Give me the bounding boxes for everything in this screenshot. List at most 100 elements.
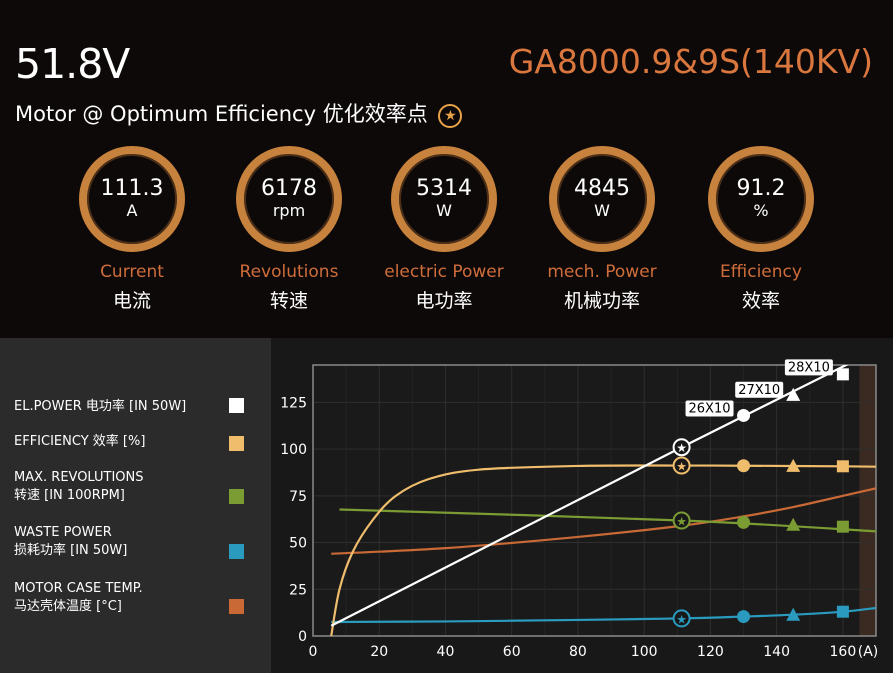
gauge-ring: 111.3 A: [79, 146, 185, 252]
gauge-ring: 5314 W: [391, 146, 497, 252]
star-icon: ★: [438, 104, 463, 128]
legend-item-el-power: EL.POWER 电功率 [IN 50W]: [14, 398, 186, 416]
legend-label: EL.POWER 电功率 [IN 50W]: [14, 399, 187, 414]
gauge-label-en: Revolutions: [239, 262, 339, 282]
subtitle-text: Motor @ Optimum Efficiency 优化效率点: [15, 102, 428, 126]
gauge-value: 111.3: [100, 176, 164, 201]
marker-triangle: [786, 517, 801, 531]
propeller-label-box: [735, 381, 784, 398]
legend-swatch: [229, 544, 244, 559]
propeller-label-box: [685, 400, 734, 417]
gauge-current: 111.3 A Current 电流: [52, 146, 212, 313]
marker-triangle: [786, 458, 801, 472]
gauge-ring: 6178 rpm: [236, 146, 342, 252]
marker-circle: [737, 610, 751, 624]
model-title: GA8000.9&9S(140KV): [508, 42, 873, 81]
legend-item-revolutions: MAX. REVOLUTIONS 转速 [IN 100RPM]: [14, 469, 144, 505]
x-tick-label: 60: [503, 644, 521, 660]
marker-square: [836, 368, 849, 381]
gauge-unit: rpm: [272, 201, 306, 220]
propeller-label-box: [784, 359, 833, 376]
marker-square: [836, 460, 849, 473]
plot-frame: [312, 364, 877, 637]
gauge-ring: 4845 W: [549, 146, 655, 252]
legend-label-2: 马达壳体温度 [°C]: [14, 599, 122, 614]
gauge-label-zh: 机械功率: [563, 290, 640, 312]
overload-band: [859, 365, 876, 636]
gauge-label-en: mech. Power: [547, 262, 657, 282]
x-tick-label: 120: [697, 644, 724, 660]
gauge-unit: W: [436, 201, 452, 220]
gauge-value: 6178: [261, 176, 317, 201]
legend-label-2: 转速 [IN 100RPM]: [14, 488, 125, 503]
legend-swatch: [229, 599, 244, 614]
x-axis-label: (A): [858, 644, 879, 660]
gauge-label-zh: 效率: [741, 290, 780, 312]
series-line: [339, 508, 876, 533]
marker-star-ring: [672, 438, 691, 457]
gauge-value: 4845: [574, 176, 630, 201]
header-panel: 51.8V GA8000.9&9S(140KV) Motor @ Optimum…: [15, 40, 873, 313]
marker-triangle: [786, 607, 801, 621]
y-tick-label: 125: [280, 395, 307, 411]
marker-star-icon: ★: [676, 460, 687, 474]
y-tick-label: 75: [289, 489, 307, 505]
gauge-value: 91.2: [736, 176, 786, 201]
propeller-label: 26X10: [689, 401, 731, 416]
y-tick-label: 25: [289, 582, 307, 598]
gauge-unit: %: [753, 201, 769, 220]
y-tick-label: 0: [298, 629, 307, 645]
marker-triangle: [786, 387, 801, 401]
legend-label-2: 损耗功率 [IN 50W]: [14, 543, 128, 558]
marker-star-icon: ★: [676, 612, 687, 626]
x-tick-label: 0: [309, 644, 318, 660]
marker-circle: [737, 408, 751, 422]
x-tick-label: 80: [569, 644, 587, 660]
propeller-label: 27X10: [738, 383, 780, 398]
legend-swatch: [229, 398, 244, 413]
gauge-efficiency: 91.2 % Efficiency 效率: [681, 146, 841, 313]
gauge-revolutions: 6178 rpm Revolutions 转速: [209, 146, 369, 313]
gauge-label-zh: 转速: [269, 290, 308, 312]
gauge-value: 5314: [416, 176, 472, 201]
gauge-electric-power: 5314 W electric Power 电功率: [364, 146, 524, 313]
legend-label: EFFICIENCY 效率 [%]: [14, 434, 146, 449]
y-tick-label: 100: [280, 442, 307, 458]
legend-item-case-temp: MOTOR CASE TEMP. 马达壳体温度 [°C]: [14, 580, 143, 616]
gauge-unit: A: [126, 201, 138, 220]
gauge-label-zh: 电流: [112, 290, 151, 312]
marker-star-ring: [672, 511, 691, 530]
gauge-ring: 91.2 %: [708, 146, 814, 252]
legend-label: MOTOR CASE TEMP.: [14, 581, 143, 596]
gauge-unit: W: [594, 201, 610, 220]
legend-item-efficiency: EFFICIENCY 效率 [%]: [14, 433, 145, 451]
legend-swatch: [229, 436, 244, 451]
x-tick-label: 100: [631, 644, 658, 660]
legend-label: WASTE POWER: [14, 525, 112, 540]
marker-square: [836, 605, 849, 618]
marker-star-ring: [672, 456, 691, 475]
marker-star-icon: ★: [676, 441, 687, 455]
gauge-mech-power: 4845 W mech. Power 机械功率: [522, 146, 682, 313]
legend-swatch: [229, 489, 244, 504]
marker-square: [836, 520, 849, 533]
gauge-label-en: electric Power: [384, 262, 504, 282]
legend-label: MAX. REVOLUTIONS: [14, 470, 144, 485]
marker-star-icon: ★: [676, 514, 687, 528]
series-line: [330, 464, 876, 636]
y-tick-label: 50: [289, 536, 307, 552]
voltage-title: 51.8V: [15, 40, 130, 88]
subtitle: Motor @ Optimum Efficiency 优化效率点 ★: [15, 98, 463, 128]
x-tick-label: 40: [437, 644, 455, 660]
gauge-label-en: Current: [100, 262, 164, 282]
x-tick-label: 140: [763, 644, 790, 660]
gauge-label-zh: 电功率: [415, 290, 473, 312]
x-tick-label: 160: [830, 644, 857, 660]
gauge-label-en: Efficiency: [720, 262, 802, 282]
propeller-label: 28X10: [788, 360, 830, 375]
plot-area: [313, 365, 876, 636]
marker-circle: [737, 515, 751, 529]
legend-item-waste-power: WASTE POWER 损耗功率 [IN 50W]: [14, 524, 127, 560]
x-tick-label: 20: [370, 644, 388, 660]
